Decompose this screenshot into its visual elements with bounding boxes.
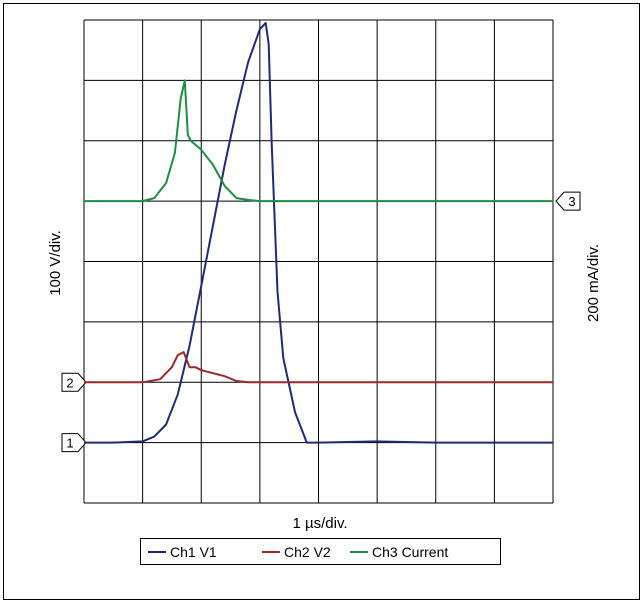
- channel-marker-3: [555, 191, 581, 211]
- trace-ch2: [84, 351, 553, 384]
- frame-border: [3, 3, 640, 600]
- channel-marker-1: [61, 433, 87, 453]
- legend-box: [140, 538, 501, 565]
- legend-label: Ch3 Current: [372, 544, 448, 560]
- channel-marker-label: 3: [568, 194, 575, 209]
- traces: [84, 22, 553, 444]
- y-axis-label-left: 100 V/div.: [47, 230, 64, 296]
- channel-marker-label: 2: [66, 375, 73, 390]
- legend-label: Ch1 V1: [170, 544, 217, 560]
- channel-marker-label: 1: [66, 436, 73, 451]
- trace-ch1: [84, 22, 553, 444]
- legend-label: Ch2 V2: [284, 544, 331, 560]
- legend: Ch1 V1 Ch2 V2 Ch3 Current: [140, 538, 501, 565]
- trace-ch3: [84, 79, 553, 203]
- y-axis-label-right: 200 mA/div.: [585, 244, 602, 322]
- channel-markers: 1 2 3: [61, 191, 581, 453]
- channel-marker-2: [61, 372, 87, 392]
- x-axis-label: 1 µs/div.: [292, 515, 347, 532]
